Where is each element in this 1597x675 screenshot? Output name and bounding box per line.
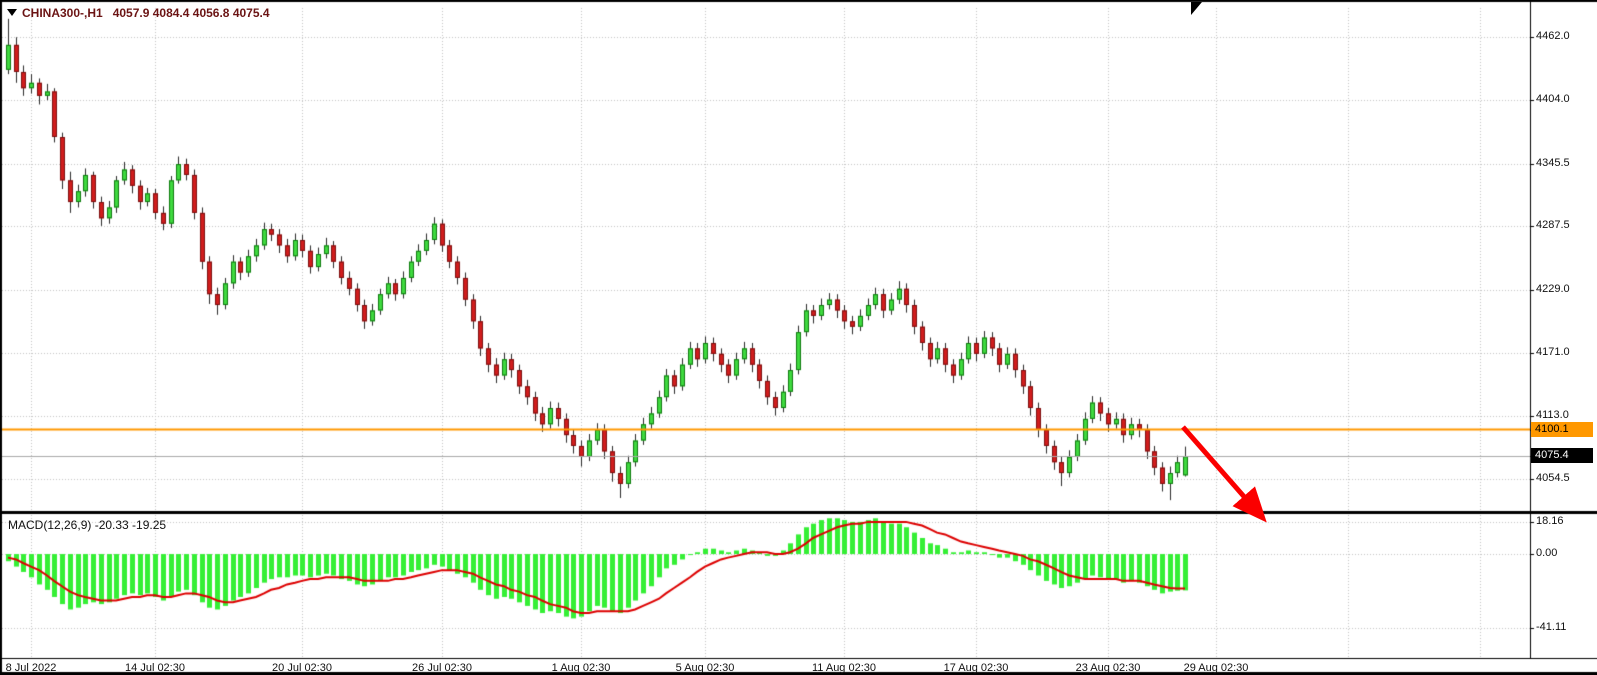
macd-indicator-label: MACD(12,26,9) -20.33 -19.25 bbox=[8, 518, 167, 532]
time-tick-label: 1 Aug 02:30 bbox=[551, 662, 611, 674]
time-tick-label: 17 Aug 02:30 bbox=[943, 662, 1009, 674]
ohlc-values: 4057.9 4084.4 4056.8 4075.4 bbox=[112, 6, 270, 20]
time-tick-label: 14 Jul 02:30 bbox=[125, 662, 185, 674]
time-tick-label: 8 Jul 2022 bbox=[5, 662, 57, 674]
cursor-arrow-icon bbox=[1191, 2, 1202, 15]
macd-tick-label: 18.16 bbox=[1536, 514, 1564, 527]
price-tick-label: 4404.0 bbox=[1536, 93, 1570, 106]
price-tick-label: 4054.5 bbox=[1536, 472, 1570, 485]
hline-price-badge: 4100.1 bbox=[1531, 421, 1593, 437]
time-tick-label: 29 Aug 02:30 bbox=[1183, 662, 1249, 674]
price-tick-label: 4287.5 bbox=[1536, 219, 1570, 232]
time-axis[interactable]: 8 Jul 2022 14 Jul 02:30 20 Jul 02:30 26 Jul… bbox=[0, 659, 1597, 674]
price-tick-label: 4113.0 bbox=[1536, 408, 1569, 421]
chart-header: CHINA300-,H1 4057.9 4084.4 4056.8 4075.4 bbox=[22, 6, 270, 20]
price-tick-label: 4171.0 bbox=[1536, 345, 1570, 358]
price-tick-label: 4462.0 bbox=[1536, 30, 1570, 43]
time-tick-label: 5 Aug 02:30 bbox=[675, 662, 735, 674]
price-axis[interactable]: 4462.0 4404.0 4345.5 4287.5 4229.0 4171.0 4113… bbox=[1530, 0, 1597, 658]
time-tick-label: 26 Jul 02:30 bbox=[412, 662, 472, 674]
time-tick-label: 23 Aug 02:30 bbox=[1075, 662, 1141, 674]
symbol-dropdown-icon bbox=[7, 9, 17, 16]
price-tick-label: 4229.0 bbox=[1536, 282, 1570, 295]
time-tick-label: 20 Jul 02:30 bbox=[272, 662, 332, 674]
symbol-period-label: CHINA300-,H1 bbox=[22, 6, 103, 20]
time-tick-label: 11 Aug 02:30 bbox=[811, 662, 877, 674]
macd-tick-label: 0.00 bbox=[1536, 547, 1558, 560]
macd-tick-label: -41.11 bbox=[1536, 620, 1567, 633]
current-price-badge: 4075.4 bbox=[1531, 448, 1593, 464]
price-tick-label: 4345.5 bbox=[1536, 156, 1570, 169]
